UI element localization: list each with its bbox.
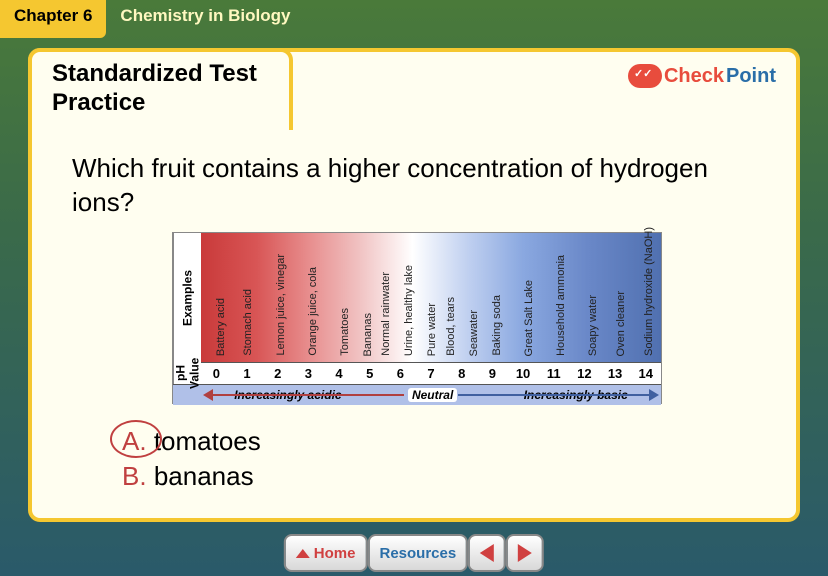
ph-value-cell: 11 <box>538 363 569 384</box>
home-label: Home <box>314 545 356 562</box>
selection-circle-icon <box>110 420 162 458</box>
answer-a-text: tomatoes <box>154 426 261 456</box>
acidity-arrow-row: Increasingly acidic Neutral Increasingly… <box>201 385 661 405</box>
ph-example-label: Seawater <box>468 310 480 356</box>
ph-example-label: Tomatoes <box>339 308 351 356</box>
arrow-right-icon <box>518 544 532 562</box>
next-button[interactable] <box>506 534 544 572</box>
ph-example-label: Sodium hydroxide (NaOH) <box>643 227 655 356</box>
ph-example-label: Oven cleaner <box>615 291 627 356</box>
arrow-left-icon <box>480 544 494 562</box>
section-title-line1: Standardized Test <box>52 60 257 89</box>
resources-label: Resources <box>379 545 456 562</box>
resources-button[interactable]: Resources <box>367 534 468 572</box>
ph-value-cell: 6 <box>385 363 416 384</box>
checkmark-icon <box>628 64 662 88</box>
ph-example-label: Normal rainwater <box>380 272 392 356</box>
section-title-line2: Practice <box>52 89 257 118</box>
neutral-label: Neutral <box>408 388 457 402</box>
chapter-tab: Chapter 6 <box>0 0 106 38</box>
answer-list: A. tomatoes B. bananas <box>122 424 261 494</box>
ph-value-cell: 4 <box>324 363 355 384</box>
ph-value-cell: 9 <box>477 363 508 384</box>
content-card: Standardized Test Practice CheckPoint Wh… <box>28 48 800 522</box>
ph-example-label: Urine, healthy lake <box>403 265 415 356</box>
prev-button[interactable] <box>468 534 506 572</box>
question-text: Which fruit contains a higher concentrat… <box>72 152 752 220</box>
ph-value-cell: 7 <box>416 363 447 384</box>
ph-value-cell: 0 <box>201 363 232 384</box>
ph-value-cell: 1 <box>232 363 263 384</box>
ph-values-row: 01234567891011121314 <box>201 363 661 384</box>
ph-example-label: Bananas <box>362 313 374 356</box>
answer-b-text: bananas <box>154 461 254 491</box>
ph-value-cell: 10 <box>508 363 539 384</box>
ph-value-cell: 8 <box>446 363 477 384</box>
ph-example-label: Battery acid <box>215 298 227 356</box>
ph-example-label: Orange juice, cola <box>307 267 319 356</box>
ph-gradient-body: Battery acid Stomach acid Lemon juice, vin… <box>201 233 661 363</box>
home-icon <box>296 549 310 558</box>
ph-example-label: Soapy water <box>587 295 599 356</box>
ph-example-label: Baking soda <box>491 295 503 356</box>
ph-value-cell: 12 <box>569 363 600 384</box>
ph-value-cell: 3 <box>293 363 324 384</box>
ph-example-label: Stomach acid <box>242 289 254 356</box>
answer-a[interactable]: A. tomatoes <box>122 424 261 459</box>
answer-b-letter: B. <box>122 461 147 491</box>
top-bar: Chapter 6 Chemistry in Biology <box>0 0 828 38</box>
checkpoint-check: Check <box>664 65 724 88</box>
ph-value-cell: 5 <box>354 363 385 384</box>
arrow-right-icon <box>649 389 659 401</box>
ph-example-label: Blood, tears <box>445 297 457 356</box>
bottom-nav: Home Resources <box>284 534 544 572</box>
checkpoint-logo: CheckPoint <box>628 64 776 88</box>
ph-example-label: Pure water <box>426 303 438 356</box>
answer-b[interactable]: B. bananas <box>122 459 261 494</box>
checkpoint-point: Point <box>726 65 776 88</box>
ph-scale-chart: Examples Battery acid Stomach acid Lemon j… <box>172 232 662 404</box>
section-tab: Standardized Test Practice <box>28 48 293 130</box>
examples-row-label: Examples <box>173 233 201 363</box>
chapter-title: Chemistry in Biology <box>106 0 304 38</box>
ph-example-label: Household ammonia <box>555 255 567 356</box>
ph-value-cell: 14 <box>630 363 661 384</box>
ph-value-cell: 2 <box>262 363 293 384</box>
ph-value-cell: 13 <box>600 363 631 384</box>
home-button[interactable]: Home <box>284 534 368 572</box>
ph-example-label: Lemon juice, vinegar <box>275 254 287 356</box>
ph-example-label: Great Salt Lake <box>523 280 535 356</box>
ph-row-label: pH Value <box>173 363 201 384</box>
